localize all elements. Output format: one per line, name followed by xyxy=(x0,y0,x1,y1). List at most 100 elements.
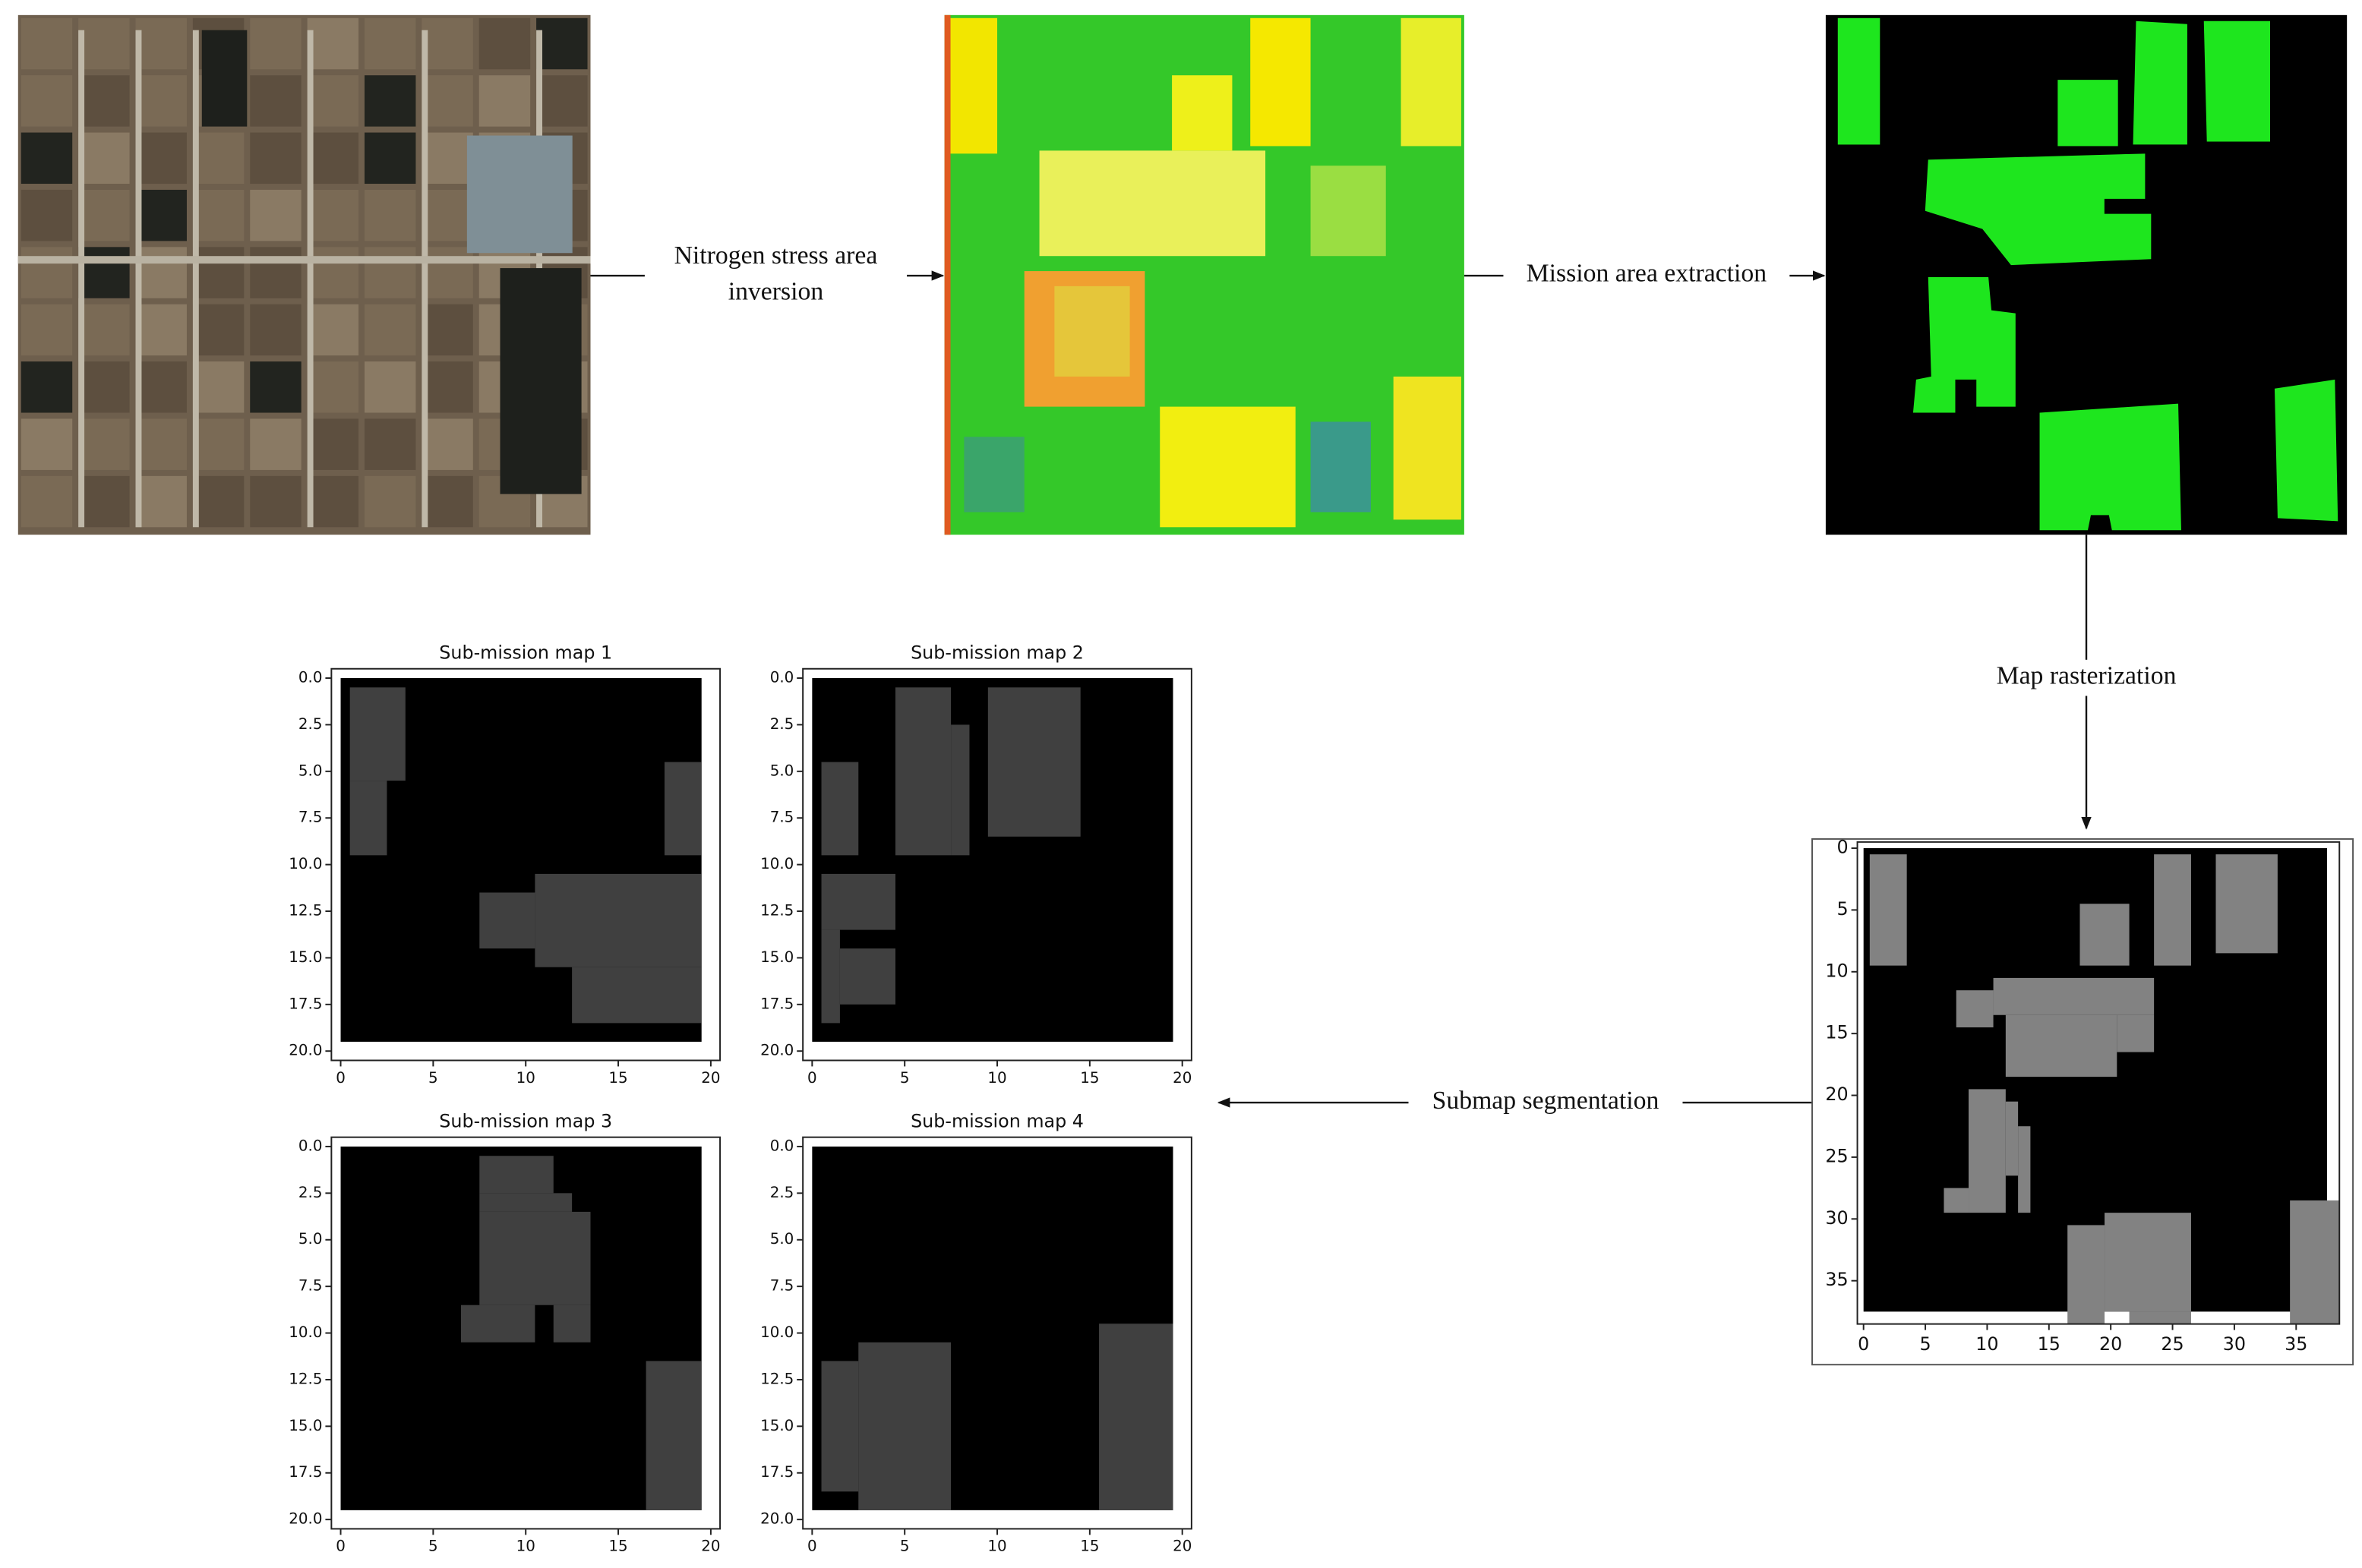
y-tick-label: 2.5 xyxy=(770,715,794,733)
patch xyxy=(1054,286,1130,377)
mission-cell xyxy=(821,1361,859,1492)
mission-cell xyxy=(1944,1188,1969,1213)
field xyxy=(422,17,473,70)
patch xyxy=(1310,166,1386,257)
mission-cell xyxy=(2105,1213,2191,1312)
x-tick-label: 20 xyxy=(1173,1069,1192,1087)
mission-area-mask xyxy=(1825,14,2348,535)
plot: 0 5 10 15 20 0.0 2.5 5.0 7.5 10.0 12.5 15.0 17.5 20.0… xyxy=(289,1110,722,1555)
y-tick-label: 0 xyxy=(1837,837,1849,858)
field xyxy=(478,17,531,70)
mission-cell xyxy=(987,687,1081,837)
patch xyxy=(1310,421,1371,513)
x-tick-label: 20 xyxy=(2099,1333,2122,1355)
field xyxy=(78,75,130,127)
mission-cell xyxy=(2067,1225,2105,1324)
y-tick-label: 17.5 xyxy=(289,1463,322,1481)
field xyxy=(536,17,588,70)
x-tick-label: 10 xyxy=(987,1538,1006,1555)
greenhouse xyxy=(466,135,573,254)
x-tick-label: 0 xyxy=(336,1069,346,1087)
patch xyxy=(1250,17,1311,147)
patch xyxy=(1172,75,1233,151)
satellite-image xyxy=(17,14,591,535)
x-tick-label: 15 xyxy=(608,1069,627,1087)
y-tick-label: 0.0 xyxy=(298,1137,323,1154)
mission-cell xyxy=(2117,1014,2155,1052)
field xyxy=(250,304,302,356)
field xyxy=(21,418,73,470)
field xyxy=(250,475,302,528)
field xyxy=(250,75,302,127)
patch xyxy=(1393,376,1461,520)
mission-cell xyxy=(479,1156,554,1194)
y-tick-label: 15.0 xyxy=(760,948,794,966)
mission-cell xyxy=(1993,977,2155,1015)
field xyxy=(307,132,359,185)
road xyxy=(422,30,428,528)
field xyxy=(364,17,416,70)
field xyxy=(78,132,130,185)
road xyxy=(17,256,591,264)
field xyxy=(422,304,473,356)
field xyxy=(478,75,531,127)
field xyxy=(135,475,187,528)
y-tick-label: 12.5 xyxy=(289,1370,322,1387)
y-tick-label: 0.0 xyxy=(770,669,794,686)
mission-cell xyxy=(2079,904,2130,966)
x-tick-label: 0 xyxy=(336,1538,346,1555)
field xyxy=(422,475,473,528)
field xyxy=(192,189,245,241)
y-tick-label: 12.5 xyxy=(289,902,322,920)
mission-cell xyxy=(535,873,702,967)
figure-frame xyxy=(1811,838,2354,1366)
subplot-title: Sub-mission map 1 xyxy=(439,642,612,663)
y-tick-label: 17.5 xyxy=(760,995,794,1012)
y-tick-label: 7.5 xyxy=(770,1277,794,1295)
mission-cell xyxy=(821,873,896,930)
step-label: Map rasterization xyxy=(1997,661,2177,689)
x-tick-label: 5 xyxy=(428,1538,438,1555)
step-label: Nitrogen stress area xyxy=(674,241,878,270)
y-tick-label: 20.0 xyxy=(289,1042,322,1059)
plot: 0 5 10 15 20 0.0 2.5 5.0 7.5 10.0 12.5 15.0 17.5 20.0… xyxy=(760,642,1192,1087)
field xyxy=(135,361,187,413)
patch xyxy=(1039,150,1266,257)
patch xyxy=(1160,406,1296,528)
field xyxy=(21,189,73,241)
mission-cell xyxy=(479,1193,573,1212)
y-tick-label: 20.0 xyxy=(289,1510,322,1528)
field xyxy=(364,75,416,127)
mission-cell xyxy=(821,929,840,1024)
x-tick-label: 35 xyxy=(2285,1333,2307,1355)
y-tick-label: 15.0 xyxy=(760,1417,794,1434)
road xyxy=(307,30,314,528)
y-tick-label: 15.0 xyxy=(289,948,322,966)
step-label: Submap segmentation xyxy=(1432,1087,1659,1115)
mission-cell xyxy=(349,687,406,781)
field xyxy=(364,475,416,528)
x-tick-label: 15 xyxy=(2038,1333,2060,1355)
subplot-title: Sub-mission map 3 xyxy=(439,1110,612,1131)
pond xyxy=(201,30,248,127)
y-tick-label: 2.5 xyxy=(298,715,323,733)
field xyxy=(78,304,130,356)
field xyxy=(78,17,130,70)
x-tick-label: 5 xyxy=(1919,1333,1931,1355)
y-tick-label: 0.0 xyxy=(770,1137,794,1154)
y-tick-label: 17.5 xyxy=(289,995,322,1012)
mission-cell xyxy=(2129,1311,2191,1324)
field xyxy=(135,247,187,298)
field xyxy=(307,304,359,356)
mission-cell xyxy=(479,892,535,949)
y-tick-label: 20 xyxy=(1825,1084,1848,1105)
y-tick-label: 5 xyxy=(1837,898,1849,920)
y-tick-label: 10.0 xyxy=(289,1323,322,1341)
field xyxy=(307,418,359,470)
field xyxy=(422,75,473,127)
x-tick-label: 20 xyxy=(1173,1538,1192,1555)
road xyxy=(192,30,199,528)
field xyxy=(192,418,245,470)
field xyxy=(307,247,359,298)
mission-cell xyxy=(553,1305,591,1342)
